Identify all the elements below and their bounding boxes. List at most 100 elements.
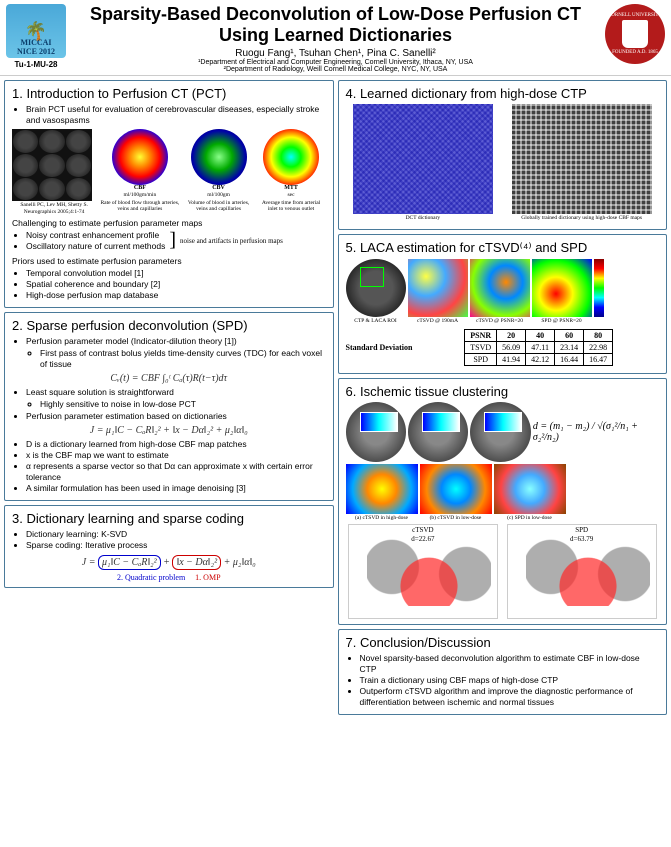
- scatter-spd: SPD d=63.79: [507, 524, 657, 619]
- sc-d: d=22.67: [349, 535, 497, 543]
- panel-conclusion: 7. Conclusion/Discussion Novel sparsity-…: [338, 629, 668, 715]
- bullet: Novel sparsity-based deconvolution algor…: [360, 653, 660, 675]
- laca-col: SPD @ PSNR=20: [532, 259, 592, 324]
- panel-dict-learn: 3. Dictionary learning and sparse coding…: [4, 505, 334, 587]
- seal-bottom: FOUNDED A.D. 1865: [612, 50, 658, 55]
- logo-line1: MICCAI: [20, 38, 51, 47]
- palm-icon: 🌴: [25, 24, 47, 38]
- spd-psnr20: [532, 259, 592, 317]
- strip-b: [420, 464, 492, 514]
- cbv-desc: Volume of blood in arteries, veins and c…: [184, 200, 254, 212]
- brace-row: Noisy contrast enhancement profile Oscil…: [12, 229, 326, 253]
- strip-col: (b) cTSVD in low-dose: [420, 464, 492, 521]
- mtt-unit: sec: [288, 192, 295, 198]
- scatter-ctsvd: cTSVD d=22.67: [348, 524, 498, 619]
- panel-laca: 5. LACA estimation for cTSVD⁽⁴⁾ and SPD …: [338, 234, 668, 374]
- mtt-image: [263, 129, 319, 185]
- d-formula: d = (m₁ − m₂) / √(σ₁²/n₁ + σ₂²/n₂): [533, 421, 659, 443]
- cbv-col: CBV ml/100gm Volume of blood in arteries…: [184, 129, 254, 214]
- cbv-title: CBV: [212, 185, 225, 191]
- panel-learned-dict: 4. Learned dictionary from high-dose CTP…: [338, 80, 668, 230]
- bullet: Oscillatory nature of current methods: [26, 241, 165, 252]
- left-block: 🌴 MICCAI NICE 2012 Tu-1-MU-28: [6, 4, 66, 69]
- laca-col: cTSVD @ 190mA: [408, 259, 468, 324]
- cbf-image: [112, 129, 168, 185]
- panel-spd: 2. Sparse perfusion deconvolution (SPD) …: [4, 312, 334, 502]
- bullet: High-dose perfusion map database: [26, 290, 326, 301]
- bullet: x is the CBF map we want to estimate: [26, 450, 326, 461]
- psnr-table: PSNR20406080 TSVD56.0947.1123.1422.98 SP…: [464, 329, 613, 366]
- sc-title: SPD: [508, 526, 656, 534]
- bullet: Temporal convolution model [1]: [26, 268, 326, 279]
- mtt-desc: Average time from arterial inlet to veno…: [257, 200, 326, 212]
- panel-intro: 1. Introduction to Perfusion CT (PCT) Br…: [4, 80, 334, 308]
- label-red: 1. OMP: [195, 573, 220, 582]
- dct-caption: DCT dictionary: [353, 215, 493, 221]
- table-row: Standard Deviation PSNR20406080 TSVD56.0…: [346, 327, 660, 368]
- mtt-col: MTT sec Average time from arterial inlet…: [257, 129, 326, 214]
- cbf-title: CBF: [134, 185, 146, 191]
- isch-brain-3: [470, 402, 530, 462]
- colorbar: [594, 259, 604, 317]
- cap: cTSVD @ 190mA: [408, 318, 468, 324]
- affil2: ²Department of Radiology, Weill Cornell …: [72, 66, 599, 73]
- ctp-roi: [346, 259, 406, 317]
- panel-title: 2. Sparse perfusion deconvolution (SPD): [12, 318, 326, 333]
- global-col: Globally trained dictionary using high-d…: [512, 104, 652, 221]
- dct-dictionary: [353, 104, 493, 214]
- columns: 1. Introduction to Perfusion CT (PCT) Br…: [0, 76, 671, 718]
- scatter-row: cTSVD d=22.67 SPD d=63.79: [346, 524, 660, 619]
- subhead: Challenging to estimate perfusion parame…: [12, 218, 326, 229]
- label-blue: 2. Quadratic problem: [117, 573, 185, 582]
- bullet: A similar formulation has been used in i…: [26, 483, 326, 494]
- logo-line2: NICE 2012: [17, 47, 55, 56]
- poster-title: Sparsity-Based Deconvolution of Low-Dose…: [72, 4, 599, 45]
- dct-col: DCT dictionary: [353, 104, 493, 221]
- bullet: Highly sensitive to noise in low-dose PC…: [40, 399, 326, 410]
- cbf-unit: ml/100gm/min: [124, 192, 157, 198]
- bullet: D is a dictionary learned from high-dose…: [26, 439, 326, 450]
- cap: SPD @ PSNR=20: [532, 318, 592, 324]
- isch-strips: (a) cTSVD in high-dose (b) cTSVD in low-…: [346, 464, 660, 521]
- isch-brain-2: [408, 402, 468, 462]
- cap: cTSVD @ PSNR=20: [470, 318, 530, 324]
- f-pre: J =: [82, 557, 98, 568]
- sc-d: d=63.79: [508, 535, 656, 543]
- bullet: Noisy contrast enhancement profile: [26, 230, 165, 241]
- miccai-logo: 🌴 MICCAI NICE 2012: [6, 4, 66, 58]
- panel-title: 3. Dictionary learning and sparse coding: [12, 511, 326, 526]
- panel-title: 1. Introduction to Perfusion CT (PCT): [12, 86, 326, 101]
- pct-grid: [12, 129, 92, 201]
- authors: Ruogu Fang¹, Tsuhan Chen¹, Pina C. Sanel…: [72, 48, 599, 59]
- laca-col: CTP & LACA ROI: [346, 259, 406, 324]
- grid-caption: Sanelli PC, Lev MH, Shetty S. Neurograph…: [12, 202, 96, 214]
- panel-ischemic: 6. Ischemic tissue clustering d = (m₁ − …: [338, 378, 668, 624]
- bullet: Train a dictionary using CBF maps of hig…: [360, 675, 660, 686]
- affil1: ¹Department of Electrical and Computer E…: [72, 59, 599, 66]
- cbv-image: [191, 129, 247, 185]
- cbf-desc: Rate of blood flow through arteries, vei…: [99, 200, 180, 212]
- sc-title: cTSVD: [349, 526, 497, 534]
- laca-row: CTP & LACA ROI cTSVD @ 190mA cTSVD @ PSN…: [346, 259, 660, 324]
- formula-J: J = μ₁‖C − CₐR‖₂² + ‖x − Dα‖₂² + μ₂‖α‖₀: [12, 425, 326, 436]
- cap: CTP & LACA ROI: [346, 318, 406, 324]
- bullet: Perfusion parameter model (Indicator-dil…: [26, 336, 326, 347]
- global-dictionary: [512, 104, 652, 214]
- poster-id: Tu-1-MU-28: [6, 60, 66, 69]
- formula-labels: 2. Quadratic problem 1. OMP: [12, 573, 326, 582]
- bullet: Outperform cTSVD algorithm and improve t…: [360, 686, 660, 708]
- cornell-seal: CORNELL UNIVERSITY FOUNDED A.D. 1865: [605, 4, 665, 64]
- panel-title: 6. Ischemic tissue clustering: [346, 384, 660, 399]
- formula-boxed: J = μ₁‖C − CₐR‖₂² + ‖x − Dα‖₂² + μ₂‖α‖₀: [12, 555, 326, 570]
- right-column: 4. Learned dictionary from high-dose CTP…: [338, 80, 668, 714]
- strip-col: (a) cTSVD in high-dose: [346, 464, 418, 521]
- bullet: First pass of contrast bolus yields time…: [40, 348, 326, 370]
- bullet: Perfusion parameter estimation based on …: [26, 411, 326, 422]
- subhead: Priors used to estimate perfusion parame…: [12, 256, 326, 267]
- f-mid: +: [161, 557, 173, 568]
- box-blue: μ₁‖C − CₐR‖₂²: [98, 555, 161, 570]
- formula-conv: Cᵥ(t) = CBF ∫₀ᵗ Cₐ(τ)R(t−τ)dτ: [12, 373, 326, 384]
- bullet: Brain PCT useful for evaluation of cereb…: [26, 104, 326, 126]
- brain-row: Sanelli PC, Lev MH, Shetty S. Neurograph…: [12, 129, 326, 214]
- strip-c: [494, 464, 566, 514]
